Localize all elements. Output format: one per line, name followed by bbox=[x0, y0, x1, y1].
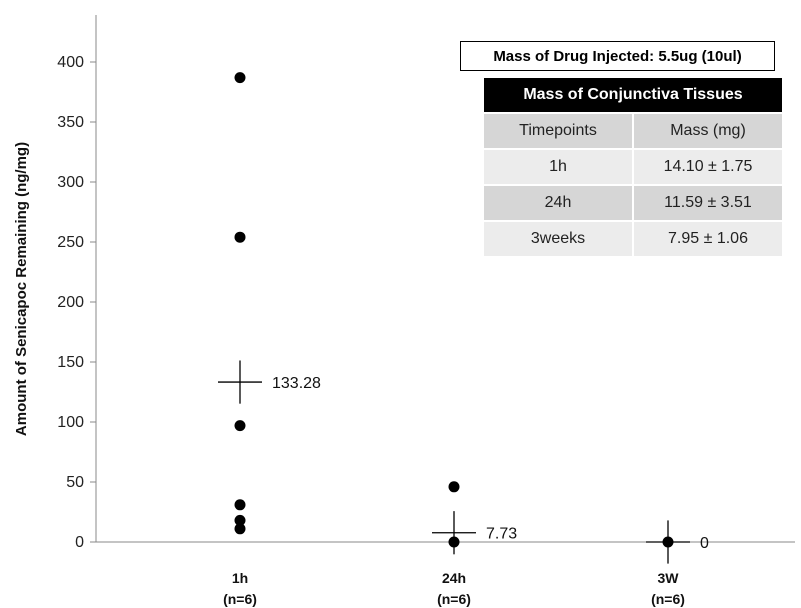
table-row: 24h 11.59 ± 3.51 bbox=[484, 186, 782, 220]
header-timepoints: Timepoints bbox=[484, 114, 632, 148]
y-ticks: 0 50 100 150 200 250 300 350 400 bbox=[57, 54, 96, 551]
timepoint-cell: 3weeks bbox=[484, 222, 632, 256]
y-tick-label: 200 bbox=[57, 294, 84, 311]
data-point bbox=[234, 499, 246, 511]
x-category-label: 1h bbox=[232, 570, 248, 586]
table-row: 1h 14.10 ± 1.75 bbox=[484, 150, 782, 184]
x-category-n-label: (n=6) bbox=[437, 591, 471, 607]
data-point bbox=[448, 481, 460, 493]
data-point bbox=[234, 231, 246, 243]
mass-cell: 11.59 ± 3.51 bbox=[634, 186, 782, 220]
x-category-n-label: (n=6) bbox=[223, 591, 257, 607]
conjunctiva-mass-table: Mass of Conjunctiva Tissues Timepoints M… bbox=[484, 78, 782, 256]
x-category-n-label: (n=6) bbox=[651, 591, 685, 607]
y-tick-label: 300 bbox=[57, 174, 84, 191]
mean-value-label: 0 bbox=[700, 535, 709, 552]
data-point bbox=[234, 523, 246, 535]
y-tick-label: 50 bbox=[66, 474, 84, 491]
mass-injected-label: Mass of Drug Injected: 5.5ug (10ul) bbox=[493, 47, 742, 65]
mass-injected-box: Mass of Drug Injected: 5.5ug (10ul) bbox=[460, 41, 775, 71]
mass-cell: 7.95 ± 1.06 bbox=[634, 222, 782, 256]
mean-value-label: 133.28 bbox=[272, 375, 321, 392]
y-tick-label: 350 bbox=[57, 114, 84, 131]
x-categories: 1h (n=6) 24h (n=6) 3W (n=6) bbox=[223, 570, 685, 607]
table-title: Mass of Conjunctiva Tissues bbox=[484, 78, 782, 112]
mass-cell: 14.10 ± 1.75 bbox=[634, 150, 782, 184]
y-tick-label: 100 bbox=[57, 414, 84, 431]
data-point bbox=[234, 72, 246, 84]
y-tick-label: 250 bbox=[57, 234, 84, 251]
header-mass: Mass (mg) bbox=[634, 114, 782, 148]
table-row: 3weeks 7.95 ± 1.06 bbox=[484, 222, 782, 256]
y-tick-label: 400 bbox=[57, 54, 84, 71]
timepoint-cell: 1h bbox=[484, 150, 632, 184]
x-category-label: 24h bbox=[442, 570, 466, 586]
y-tick-label: 150 bbox=[57, 354, 84, 371]
table-header-row: Timepoints Mass (mg) bbox=[484, 114, 782, 148]
timepoint-cell: 24h bbox=[484, 186, 632, 220]
data-point bbox=[234, 514, 246, 526]
data-point bbox=[234, 420, 246, 432]
x-category-label: 3W bbox=[658, 570, 680, 586]
mean-value-label: 7.73 bbox=[486, 526, 517, 543]
data-marks: 133.28 7.73 0 bbox=[218, 72, 709, 564]
y-axis-title: Amount of Senicapoc Remaining (ng/mg) bbox=[13, 142, 30, 436]
y-tick-label: 0 bbox=[75, 534, 84, 551]
